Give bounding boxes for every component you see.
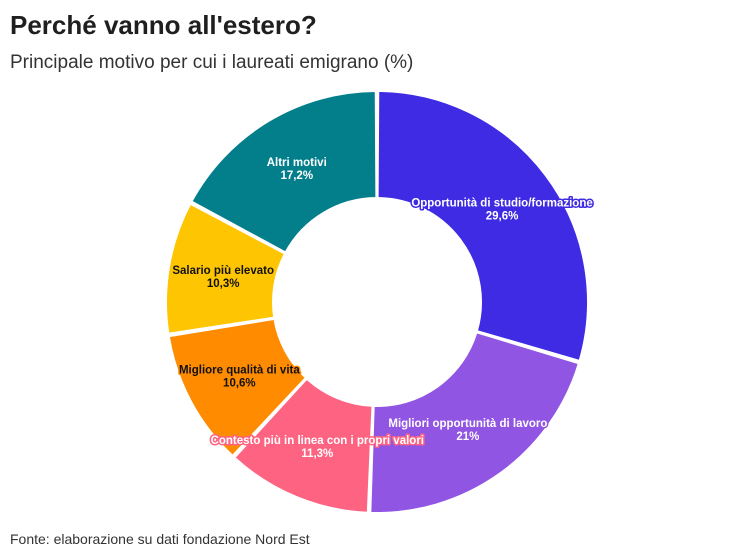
slice-opportunita-di-studio-formazione	[376, 89, 589, 363]
slice-label-migliori-opportunita-di-lavoro: Migliori opportunità di lavoro 21%	[388, 418, 547, 443]
slice-label-altri-motivi: Altri motivi 17,2%	[267, 157, 327, 182]
slice-contesto-piu-in-linea-con-i-propri-valori	[233, 377, 374, 514]
slice-salario-piu-elevato	[165, 202, 287, 335]
slice-label-contesto-piu-in-linea-con-i-propri-valori: Contesto più in linea con i propri valor…	[211, 435, 424, 460]
source-note: Fonte: elaborazione su dati fondazione N…	[10, 531, 310, 547]
slice-label-salario-piu-elevato: Salario più elevato 10,3%	[172, 265, 274, 290]
donut-slices	[165, 89, 589, 514]
slice-label-migliore-qualita-di-vita: Migliore qualità di vita 10,6%	[179, 364, 300, 389]
slice-label-opportunita-di-studio-formazione: Opportunità di studio/formazione 29,6%	[411, 198, 592, 223]
chart-title: Perché vanno all'estero?	[10, 10, 317, 40]
slice-migliore-qualita-di-vita	[167, 317, 308, 458]
slice-altri-motivi	[190, 89, 378, 254]
slice-labels: Opportunità di studio/formazione 29,6% Mig…	[171, 156, 594, 462]
slice-migliori-opportunita-di-lavoro	[369, 330, 581, 514]
donut-chart: Opportunità di studio/formazione 29,6% Mig…	[165, 89, 594, 514]
chart-subtitle: Principale motivo per cui i laureati emi…	[10, 52, 414, 73]
